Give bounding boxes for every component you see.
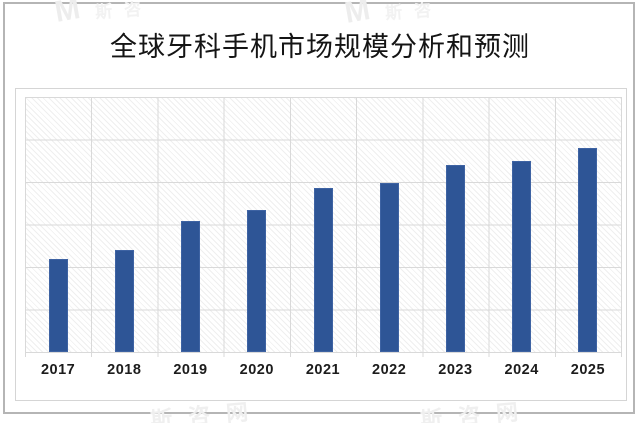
bar-2024 <box>512 161 532 352</box>
x-axis-label-2019: 2019 <box>173 362 208 378</box>
bar-2018 <box>114 250 134 352</box>
bar-2023 <box>445 165 465 352</box>
x-axis-label-2025: 2025 <box>570 362 606 378</box>
x-axis-label-2022: 2022 <box>372 362 407 378</box>
x-axis-label-2017: 2017 <box>40 362 76 378</box>
x-axis-label-2023: 2023 <box>438 362 473 378</box>
bar-2019 <box>181 220 201 352</box>
bar-2025 <box>578 148 598 352</box>
x-axis-label-2021: 2021 <box>305 362 341 378</box>
x-axis-label-2020: 2020 <box>239 362 274 378</box>
bar-2017 <box>48 259 68 352</box>
x-axis-label-2018: 2018 <box>107 362 142 378</box>
bar-2022 <box>379 182 399 352</box>
bar-2021 <box>313 188 333 352</box>
x-axis-label-2024: 2024 <box>504 362 539 378</box>
plot-area <box>25 97 622 353</box>
chart-title: 全球牙科手机市场规模分析和预测 <box>110 32 530 62</box>
x-axis-ticks <box>25 352 622 357</box>
bar-2020 <box>247 209 267 352</box>
x-axis-labels: 2017 2018 2019 2020 2021 2022 2023 2024 2025 <box>25 362 621 382</box>
